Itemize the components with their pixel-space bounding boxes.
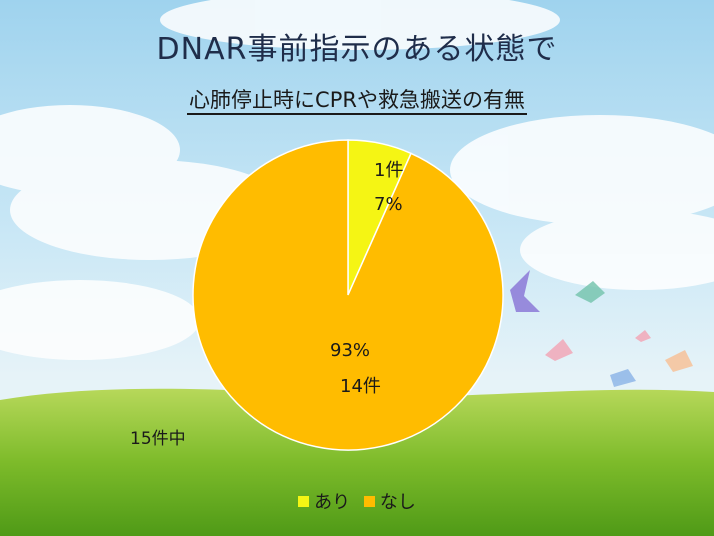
total-note: 15件中 (130, 429, 186, 449)
chart-subtitle-text: 心肺停止時にCPRや救急搬送の有無 (187, 88, 527, 115)
legend-swatch-nashi (363, 495, 375, 507)
data-label-ari-percent: 7% (374, 194, 403, 215)
legend-item-ari: あり (298, 488, 350, 514)
chart-subtitle: 心肺停止時にCPRや救急搬送の有無 (0, 84, 714, 115)
chart-legend: あり なし (0, 488, 714, 514)
data-label-ari-count: 1件 (374, 160, 403, 181)
data-label-nashi-count: 14件 (340, 376, 381, 397)
legend-item-nashi: なし (363, 488, 416, 514)
legend-label-nashi: なし (379, 492, 416, 513)
legend-label-ari: あり (314, 492, 351, 513)
data-label-nashi-percent: 93% (330, 340, 370, 361)
legend-swatch-ari (298, 495, 310, 507)
butterflies (510, 270, 693, 387)
chart-title: DNAR事前指示のある状態で (156, 32, 558, 67)
pie-slice-nashi (192, 139, 504, 451)
